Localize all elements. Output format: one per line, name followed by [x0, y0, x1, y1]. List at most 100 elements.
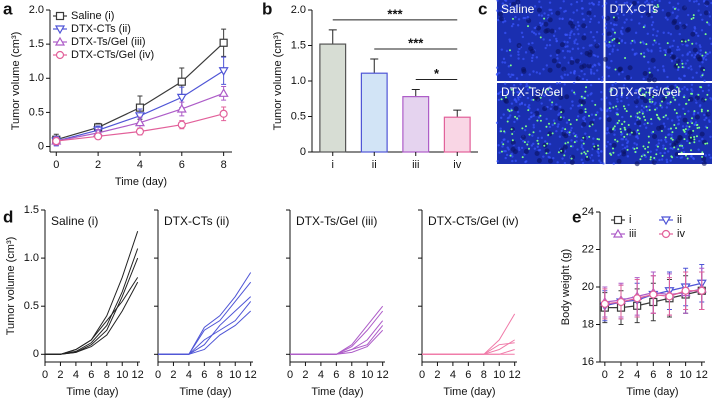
x-axis-label: Time (day) — [311, 386, 363, 398]
nucleus — [517, 57, 520, 60]
marker — [612, 228, 624, 238]
y-tick-label: 16 — [582, 356, 594, 368]
fluorescence — [539, 36, 542, 39]
dark-region — [701, 97, 707, 103]
nucleus — [496, 92, 500, 96]
dark-region — [563, 133, 569, 139]
nucleus — [595, 69, 599, 72]
nucleus — [695, 0, 698, 3]
nucleus — [698, 139, 701, 143]
nucleus — [662, 68, 666, 71]
fluorescence — [511, 17, 514, 20]
dark-region — [642, 70, 648, 76]
nucleus — [563, 161, 567, 165]
nucleus — [499, 90, 502, 94]
nucleus — [644, 126, 648, 129]
fluorescence — [683, 138, 686, 141]
nucleus — [660, 158, 664, 161]
nucleus — [671, 147, 674, 151]
nucleus — [642, 77, 645, 81]
nucleus — [558, 17, 561, 20]
fluorescence — [588, 135, 591, 138]
fluorescence — [656, 114, 659, 117]
nucleus — [657, 142, 660, 145]
fluorescence — [608, 107, 611, 110]
nucleus — [678, 21, 682, 25]
nucleus — [622, 13, 625, 17]
fluorescence — [665, 96, 668, 99]
fluorescence — [669, 101, 672, 104]
dark-region — [675, 58, 681, 64]
marker — [134, 112, 145, 122]
x-tick-label: 8 — [349, 369, 355, 381]
dark-region — [605, 15, 611, 21]
x-tick-label: 4 — [186, 369, 192, 381]
nucleus — [669, 45, 672, 49]
nucleus — [552, 119, 556, 122]
fluorescence — [612, 106, 615, 109]
dark-region — [615, 38, 621, 44]
fluorescence — [547, 134, 550, 137]
nucleus — [516, 90, 519, 94]
dark-region — [537, 89, 543, 95]
fluorescence — [500, 98, 503, 101]
fluorescence — [527, 25, 530, 28]
nucleus — [655, 34, 658, 37]
fluorescence — [701, 151, 704, 154]
fluorescence — [623, 107, 626, 110]
nucleus — [592, 3, 595, 6]
nucleus — [573, 70, 576, 73]
x-tick-label: 2 — [57, 369, 63, 381]
nucleus — [516, 110, 520, 114]
nucleus — [498, 151, 501, 154]
fluorescence — [509, 154, 512, 157]
nucleus — [502, 20, 505, 24]
nucleus — [536, 136, 540, 140]
nucleus — [581, 77, 585, 81]
dark-region — [611, 5, 617, 11]
nucleus — [582, 46, 585, 50]
nucleus — [576, 148, 579, 151]
nucleus — [677, 118, 681, 122]
nucleus — [593, 39, 597, 42]
nucleus — [538, 21, 542, 25]
nucleus — [662, 65, 665, 68]
nucleus — [670, 133, 673, 136]
nucleus — [526, 96, 530, 100]
fluorescence — [657, 117, 660, 120]
fluorescence — [544, 91, 547, 94]
x-tick-label: 8 — [481, 369, 487, 381]
nucleus — [504, 31, 507, 35]
nucleus — [685, 125, 688, 128]
legend-label: ii — [677, 214, 682, 226]
dark-region — [543, 21, 549, 27]
nucleus — [695, 31, 698, 35]
nucleus — [635, 52, 638, 55]
dark-region — [621, 149, 627, 155]
nucleus — [548, 43, 552, 47]
fluorescence — [582, 136, 585, 139]
y-tick-label: 1.5 — [29, 38, 44, 50]
dark-region — [656, 125, 662, 131]
nucleus — [510, 102, 514, 105]
nucleus — [551, 123, 554, 127]
nucleus — [606, 127, 609, 130]
fluorescence — [639, 41, 642, 44]
nucleus — [547, 155, 550, 159]
nucleus — [600, 79, 604, 82]
dark-region — [648, 73, 654, 79]
dark-region — [581, 35, 587, 41]
nucleus — [568, 36, 572, 40]
nucleus — [667, 31, 670, 35]
fluorescence — [706, 142, 709, 145]
nucleus — [651, 0, 654, 4]
dark-region — [651, 77, 657, 83]
nucleus — [514, 8, 517, 11]
fluorescence — [693, 141, 696, 144]
nucleus — [666, 117, 669, 120]
dark-region — [634, 161, 640, 167]
nucleus — [542, 155, 545, 158]
nucleus — [581, 12, 584, 16]
nucleus — [620, 94, 623, 98]
